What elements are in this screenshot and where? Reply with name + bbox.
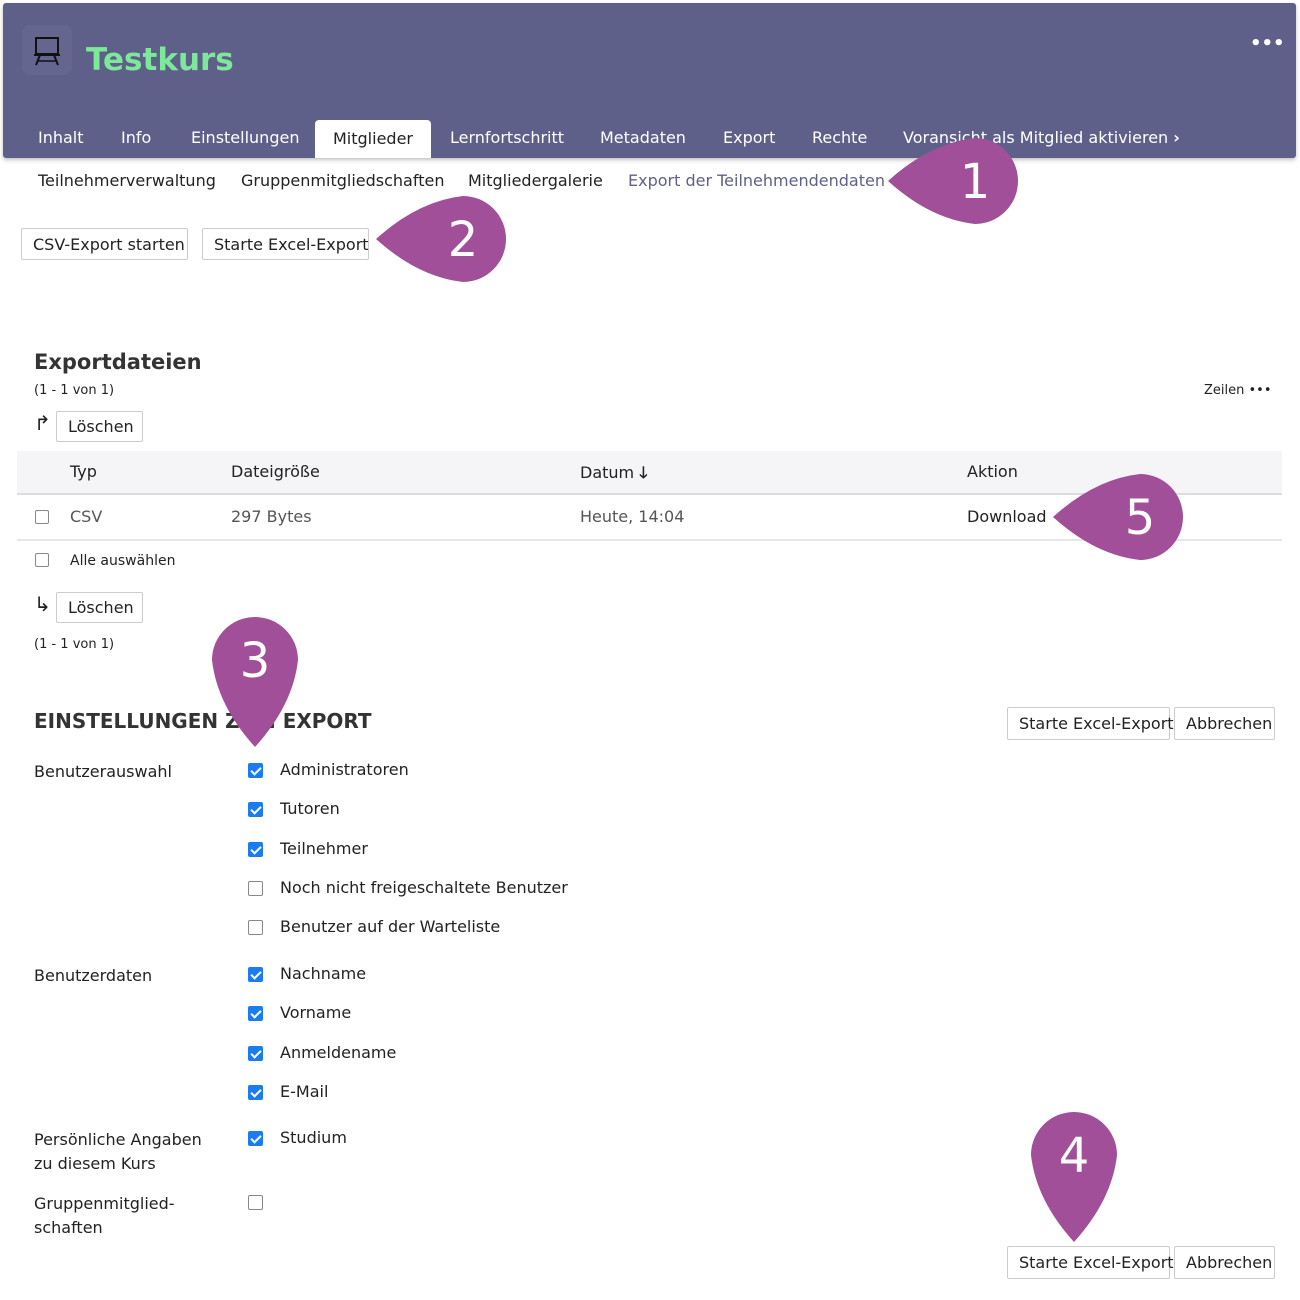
pagination-count-bottom: (1 - 1 von 1)	[34, 637, 115, 652]
select-all-label[interactable]: Alle auswählen	[70, 553, 176, 569]
tab-voransicht[interactable]: Voransicht als Mitglied aktivieren ›	[903, 128, 1180, 147]
option-label[interactable]: Teilnehmer	[280, 838, 368, 858]
callout-marker: 2	[376, 196, 506, 282]
option-label[interactable]: Benutzer auf der Warteliste	[280, 917, 501, 937]
course-header	[3, 3, 1296, 158]
excel-export-button[interactable]: Starte Excel-Export	[202, 228, 369, 260]
presentation-board-icon	[34, 37, 60, 66]
table-header	[17, 451, 1282, 495]
callout-marker: 4	[1031, 1112, 1117, 1242]
tab-einstellungen[interactable]: Einstellungen	[191, 128, 300, 147]
option-checkbox[interactable]	[248, 1006, 263, 1022]
sort-down-icon: 🡓	[639, 463, 648, 482]
column-typ[interactable]: Typ	[70, 462, 97, 481]
cell-date: Heute, 14:04	[580, 507, 685, 526]
option-label[interactable]: Administratoren	[280, 760, 409, 779]
subtab-teilnehmerverwaltung[interactable]: Teilnehmerverwaltung	[38, 171, 216, 190]
settings-title: EINSTELLUNGEN ZUM EXPORT	[34, 709, 372, 733]
settings-group-label: Benutzerauswahl	[34, 762, 172, 781]
tab-metadaten[interactable]: Metadaten	[600, 128, 686, 147]
callout-shape	[1031, 1112, 1117, 1242]
start-excel-export-button-top[interactable]: Starte Excel-Export	[1007, 707, 1174, 740]
option-label[interactable]: Tutoren	[280, 799, 340, 819]
callout-shape	[376, 196, 506, 282]
column-datum[interactable]: Datum 🡓	[580, 462, 648, 489]
cell-type: CSV	[70, 507, 103, 526]
option-label[interactable]: Noch nicht freigeschaltete Benutzer	[280, 877, 568, 897]
column-aktion: Aktion	[967, 462, 1018, 481]
tab-lernfortschritt[interactable]: Lernfortschritt	[450, 128, 565, 147]
cancel-button-top[interactable]: Abbrechen	[1174, 707, 1275, 740]
option-checkbox[interactable]	[248, 967, 263, 982]
exportfiles-title: Exportdateien	[34, 350, 202, 374]
option-checkbox[interactable]	[248, 763, 263, 778]
download-link[interactable]: Download	[967, 507, 1047, 526]
option-checkbox[interactable]	[248, 1045, 263, 1061]
settings-group-label: Benutzerdaten	[34, 966, 153, 985]
option-label[interactable]: Studium	[280, 1128, 347, 1147]
delete-button-top[interactable]: Löschen	[56, 411, 143, 442]
option-label[interactable]: Nachname	[280, 964, 367, 983]
option-label[interactable]: Anmeldename	[280, 1042, 397, 1062]
cell-size: 297 Bytes	[231, 507, 312, 526]
rows-per-page-menu[interactable]: Zeilen •••	[1204, 383, 1272, 398]
course-title: Testkurs	[86, 42, 234, 78]
more-actions-icon[interactable]: •••	[1250, 33, 1285, 54]
column-dateigroesse[interactable]: Dateigröße	[231, 462, 320, 481]
row-checkbox[interactable]	[35, 510, 49, 524]
callout-number: 4	[1059, 1128, 1090, 1184]
column-datum-label: Datum	[580, 463, 635, 482]
subtab-export-teilnehmendendaten[interactable]: Export der Teilnehmendendaten	[628, 171, 885, 190]
delete-button-bottom[interactable]: Löschen	[56, 592, 143, 623]
option-checkbox[interactable]	[248, 802, 263, 818]
start-excel-export-button-bottom[interactable]: Starte Excel-Export	[1007, 1246, 1174, 1279]
option-label[interactable]: E-Mail	[280, 1081, 329, 1101]
tab-voransicht-label: Voransicht als Mitglied aktivieren	[903, 128, 1169, 147]
arrow-turn-down-icon: ↳	[34, 592, 51, 616]
option-checkbox[interactable]	[248, 841, 263, 857]
option-label[interactable]: Vorname	[280, 1003, 352, 1023]
callout-number: 2	[448, 212, 479, 268]
settings-group-label: Gruppenmitglied-schaften	[34, 1194, 175, 1237]
select-all-checkbox[interactable]	[35, 553, 49, 567]
option-checkbox[interactable]	[248, 1084, 263, 1100]
arrow-turn-right-icon: ↱	[34, 411, 51, 435]
tab-export[interactable]: Export	[723, 128, 776, 147]
callout-number: 1	[960, 154, 991, 210]
tab-mitglieder[interactable]: Mitglieder	[315, 120, 431, 158]
csv-export-button[interactable]: CSV-Export starten	[21, 228, 188, 260]
table-row	[17, 495, 1282, 541]
option-checkbox[interactable]	[248, 1195, 263, 1210]
subtab-gruppenmitgliedschaften[interactable]: Gruppenmitgliedschaften	[241, 171, 445, 190]
callout-number: 3	[240, 633, 271, 689]
option-checkbox[interactable]	[248, 920, 263, 936]
chevron-right-icon: ›	[1173, 128, 1180, 147]
cancel-button-bottom[interactable]: Abbrechen	[1174, 1246, 1275, 1279]
settings-group-label: Persönliche Angaben zu diesem Kurs	[34, 1130, 202, 1173]
subtab-mitgliedergalerie[interactable]: Mitgliedergalerie	[468, 171, 603, 190]
option-checkbox[interactable]	[248, 1131, 263, 1146]
tab-rechte[interactable]: Rechte	[812, 128, 868, 147]
pagination-count-top: (1 - 1 von 1)	[34, 383, 115, 398]
tab-inhalt[interactable]: Inhalt	[38, 128, 84, 147]
tab-info[interactable]: Info	[121, 128, 152, 147]
option-checkbox[interactable]	[248, 880, 263, 896]
course-logo	[22, 25, 72, 75]
